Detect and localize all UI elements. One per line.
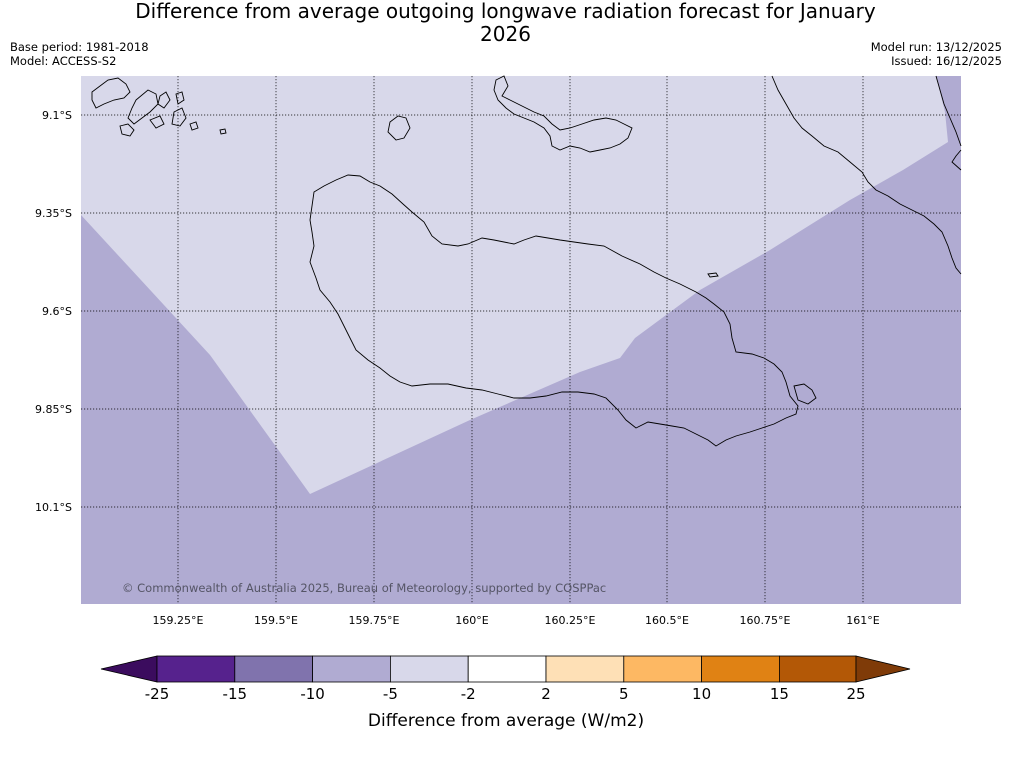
colorbar-segment-5 (467, 655, 547, 683)
colorbar-tick-9: 15 (770, 685, 789, 703)
colorbar-segment-1 (156, 655, 236, 683)
colorbar-tick-5: -2 (461, 685, 476, 703)
colorbar-segment-9 (779, 655, 857, 683)
issued-text: Issued: 16/12/2025 (891, 54, 1002, 68)
colorbar-segment-8 (701, 655, 780, 683)
colorbar (100, 655, 911, 683)
islet-4 (793, 383, 817, 405)
lon-label-6: 160.5°E (645, 614, 689, 627)
lat-label-4: 9.85°S (35, 403, 72, 416)
lon-label-4: 160°E (455, 614, 488, 627)
chart-title: Difference from average outgoing longwav… (135, 0, 876, 46)
model-run-text: Model run: 13/12/2025 (870, 40, 1002, 54)
malaita-coast (771, 75, 962, 275)
lat-labels: 9.1°S 9.35°S 9.6°S 9.85°S 10.1°S (35, 109, 72, 514)
colorbar-segment-7 (623, 655, 702, 683)
lon-label-2: 159.5°E (254, 614, 298, 627)
coastlines (91, 75, 962, 447)
lat-label-1: 9.1°S (42, 109, 72, 122)
band-minus-5-area (81, 76, 948, 494)
colorbar-tick-8: 10 (692, 685, 711, 703)
lon-labels: 159.25°E 159.5°E 159.75°E 160°E 160.25°E… (153, 614, 880, 627)
colorbar-tick-1: -25 (145, 685, 170, 703)
lon-label-8: 161°E (846, 614, 879, 627)
malaita-coast-east-2 (951, 149, 962, 171)
colorbar-tick-6: 2 (541, 685, 551, 703)
lat-label-2: 9.35°S (35, 207, 72, 220)
colorbar-segment-3 (312, 655, 391, 683)
meta-left: Base period: 1981-2018 Model: ACCESS-S2 (10, 40, 149, 68)
colorbar-tick-2: -15 (223, 685, 248, 703)
colorbar-tick-7: 5 (619, 685, 629, 703)
florida-islands-coast (493, 75, 633, 153)
lon-label-3: 159.75°E (349, 614, 400, 627)
islet-3 (219, 128, 227, 135)
colorbar-extend-low (100, 655, 158, 683)
base-period-text: Base period: 1981-2018 (10, 40, 149, 54)
islet-2 (707, 272, 719, 278)
lon-label-5: 160.25°E (545, 614, 596, 627)
colorbar-segment-4 (389, 655, 469, 683)
lon-label-1: 159.25°E (153, 614, 204, 627)
russell-islands-coast (91, 77, 199, 137)
islet-1 (387, 115, 411, 141)
meta-right: Model run: 13/12/2025 Issued: 16/12/2025 (871, 40, 1002, 68)
colorbar-ticks: -25 -15 -10 -5 -2 2 5 10 15 25 (145, 685, 866, 703)
gridlines (81, 76, 961, 604)
model-text: Model: ACCESS-S2 (10, 54, 117, 68)
guadalcanal-coast (309, 174, 799, 447)
colorbar-tick-10: 25 (846, 685, 865, 703)
lat-label-5: 10.1°S (35, 501, 72, 514)
colorbar-segment-2 (234, 655, 314, 683)
malaita-coast-east (935, 75, 962, 147)
colorbar-extend-high (855, 655, 911, 683)
colorbar-label: Difference from average (W/m2) (368, 711, 644, 731)
copyright-text: © Commonwealth of Australia 2025, Bureau… (122, 581, 606, 595)
colorbar-tick-4: -5 (383, 685, 398, 703)
lat-label-3: 9.6°S (42, 305, 72, 318)
colorbar-segment-6 (545, 655, 625, 683)
colorbar-tick-3: -10 (300, 685, 325, 703)
lon-label-7: 160.75°E (740, 614, 791, 627)
